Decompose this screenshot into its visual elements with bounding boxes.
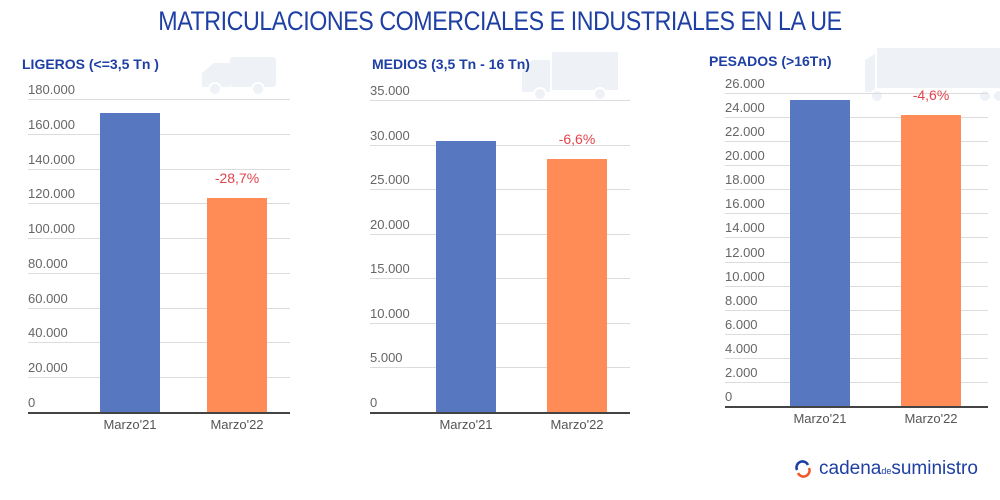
y-tick-label: 160.000 bbox=[28, 116, 75, 132]
gridline bbox=[725, 261, 988, 263]
page-title: MATRICULACIONES COMERCIALES E INDUSTRIAL… bbox=[158, 6, 842, 36]
bar-marzo22 bbox=[207, 198, 267, 412]
y-tick-label: 12.000 bbox=[725, 244, 765, 260]
y-tick-label: 20.000 bbox=[28, 360, 68, 376]
y-tick-label: 6.000 bbox=[725, 316, 758, 332]
logo-text: cadena bbox=[819, 458, 882, 479]
y-tick-label: 25.000 bbox=[370, 172, 410, 188]
gridline bbox=[725, 165, 988, 167]
bar-marzo21 bbox=[100, 112, 160, 412]
chart-title: LIGEROS (<=3,5 Tn ) bbox=[22, 56, 159, 72]
gridline bbox=[370, 100, 630, 101]
x-axis bbox=[28, 412, 290, 414]
y-tick-label: 18.000 bbox=[725, 172, 765, 188]
x-axis bbox=[725, 406, 988, 408]
gridline bbox=[28, 99, 290, 100]
y-tick-label: 180.000 bbox=[28, 82, 75, 97]
x-tick-label: Marzo'22 bbox=[210, 417, 264, 432]
y-tick-label: 5.000 bbox=[370, 350, 403, 366]
y-tick-label: 16.000 bbox=[725, 196, 765, 212]
gridline bbox=[725, 381, 988, 383]
y-tick-label: 35.000 bbox=[370, 83, 410, 98]
y-tick-label: 14.000 bbox=[725, 220, 765, 236]
refresh-logo-icon bbox=[795, 460, 811, 478]
change-label: -4,6% bbox=[912, 86, 950, 103]
y-tick-label: 60.000 bbox=[28, 290, 68, 306]
y-tick-label: 30.000 bbox=[370, 127, 410, 143]
y-tick-label: 22.000 bbox=[725, 124, 765, 140]
y-tick-label: 8.000 bbox=[725, 292, 758, 308]
gridline bbox=[725, 117, 988, 119]
gridline bbox=[370, 233, 630, 235]
truck-icon bbox=[520, 50, 620, 107]
gridline bbox=[725, 333, 988, 335]
gridline bbox=[725, 285, 988, 287]
bar-marzo21 bbox=[790, 100, 850, 406]
bar-marzo22 bbox=[547, 158, 607, 412]
gridline bbox=[725, 357, 988, 359]
van-icon bbox=[200, 55, 280, 102]
x-tick-label: Marzo'22 bbox=[550, 417, 604, 432]
gridline bbox=[725, 189, 988, 191]
gridline bbox=[370, 367, 630, 369]
x-axis bbox=[370, 412, 630, 414]
x-tick-label: Marzo'21 bbox=[793, 411, 847, 426]
y-tick-label: 0 bbox=[725, 389, 733, 404]
logo-text-2: suministro bbox=[891, 458, 978, 479]
x-tick-label: Marzo'21 bbox=[439, 417, 493, 432]
y-tick-label: 4.000 bbox=[725, 340, 758, 356]
gridline bbox=[370, 144, 630, 146]
gridline bbox=[725, 93, 988, 94]
gridline bbox=[370, 278, 630, 280]
gridline bbox=[370, 189, 630, 191]
y-tick-label: 140.000 bbox=[28, 151, 75, 167]
x-tick-label: Marzo'21 bbox=[103, 417, 157, 432]
gridline bbox=[725, 309, 988, 311]
y-tick-label: 26.000 bbox=[725, 76, 765, 91]
change-label: -28,7% bbox=[214, 170, 260, 187]
logo-text-small: de bbox=[881, 466, 892, 476]
y-tick-label: 40.000 bbox=[28, 325, 68, 341]
brand-logo: cadenadesuministro bbox=[793, 458, 978, 480]
y-tick-label: 0 bbox=[370, 395, 378, 410]
y-tick-label: 24.000 bbox=[725, 100, 765, 116]
chart-title: PESADOS (>16Tn) bbox=[709, 53, 832, 69]
y-tick-label: 100.000 bbox=[28, 221, 75, 237]
y-tick-label: 15.000 bbox=[370, 261, 410, 277]
y-tick-label: 0 bbox=[28, 395, 36, 410]
y-tick-label: 80.000 bbox=[28, 255, 68, 271]
x-tick-label: Marzo'22 bbox=[904, 411, 958, 426]
bar-marzo22 bbox=[901, 114, 961, 406]
chart-title: MEDIOS (3,5 Tn - 16 Tn) bbox=[372, 56, 530, 72]
change-label: -6,6% bbox=[558, 130, 596, 147]
y-tick-label: 2.000 bbox=[725, 364, 758, 380]
gridline bbox=[370, 322, 630, 324]
semi-truck-icon bbox=[865, 48, 1000, 109]
y-tick-label: 20.000 bbox=[370, 216, 410, 232]
y-tick-label: 120.000 bbox=[28, 186, 75, 202]
gridline bbox=[725, 237, 988, 239]
y-tick-label: 10.000 bbox=[370, 305, 410, 321]
gridline bbox=[725, 141, 988, 143]
y-tick-label: 20.000 bbox=[725, 148, 765, 164]
bar-marzo21 bbox=[436, 141, 496, 412]
y-tick-label: 10.000 bbox=[725, 268, 765, 284]
gridline bbox=[725, 213, 988, 215]
